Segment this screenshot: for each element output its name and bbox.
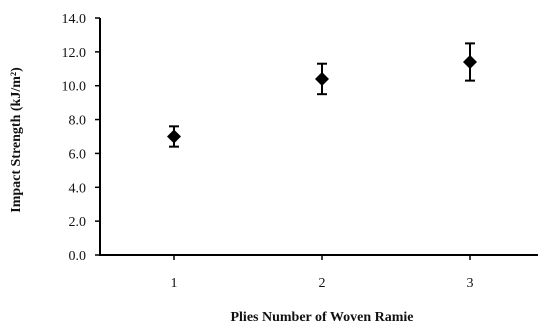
x-axis-title: Plies Number of Woven Ramie [230, 310, 413, 325]
data-point-1 [167, 125, 181, 148]
data-point-2 [315, 62, 329, 96]
y-tick-label: 10.0 [62, 80, 87, 95]
y-tick-label: 4.0 [69, 181, 87, 196]
x-tick-label: 2 [319, 276, 326, 291]
diamond-marker [463, 55, 477, 70]
diamond-marker [315, 71, 329, 86]
data-point-3 [463, 42, 477, 82]
y-tick-label: 14.0 [62, 12, 87, 27]
y-axis-title: Impact Strength (kJ/m²) [9, 67, 24, 213]
y-tick-label: 6.0 [69, 147, 87, 162]
x-axis-ticks: 1 2 3 [171, 255, 474, 291]
y-tick-label: 12.0 [62, 46, 87, 61]
diamond-marker [167, 129, 181, 144]
y-tick-label: 8.0 [69, 114, 87, 129]
x-tick-label: 3 [467, 276, 474, 291]
y-axis-ticks: 0.0 2.0 4.0 6.0 8.0 10.0 12.0 14.0 [62, 12, 100, 264]
data-points [167, 42, 477, 148]
y-tick-label: 2.0 [69, 215, 87, 230]
x-tick-label: 1 [171, 276, 178, 291]
y-tick-label: 0.0 [69, 249, 87, 264]
